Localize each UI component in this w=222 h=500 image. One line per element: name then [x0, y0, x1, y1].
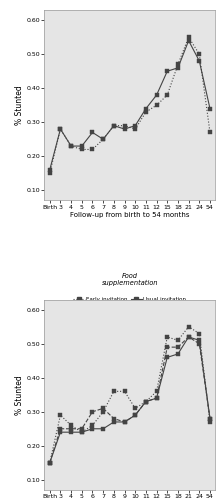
Legend: Early invitation, Usual invitation: Early invitation, Usual invitation — [71, 295, 188, 304]
Y-axis label: % Stunted: % Stunted — [15, 86, 24, 125]
X-axis label: Follow-up from birth to 54 months: Follow-up from birth to 54 months — [70, 212, 190, 218]
Y-axis label: % Stunted: % Stunted — [15, 375, 24, 414]
Text: Food
supplementation: Food supplementation — [102, 273, 158, 286]
